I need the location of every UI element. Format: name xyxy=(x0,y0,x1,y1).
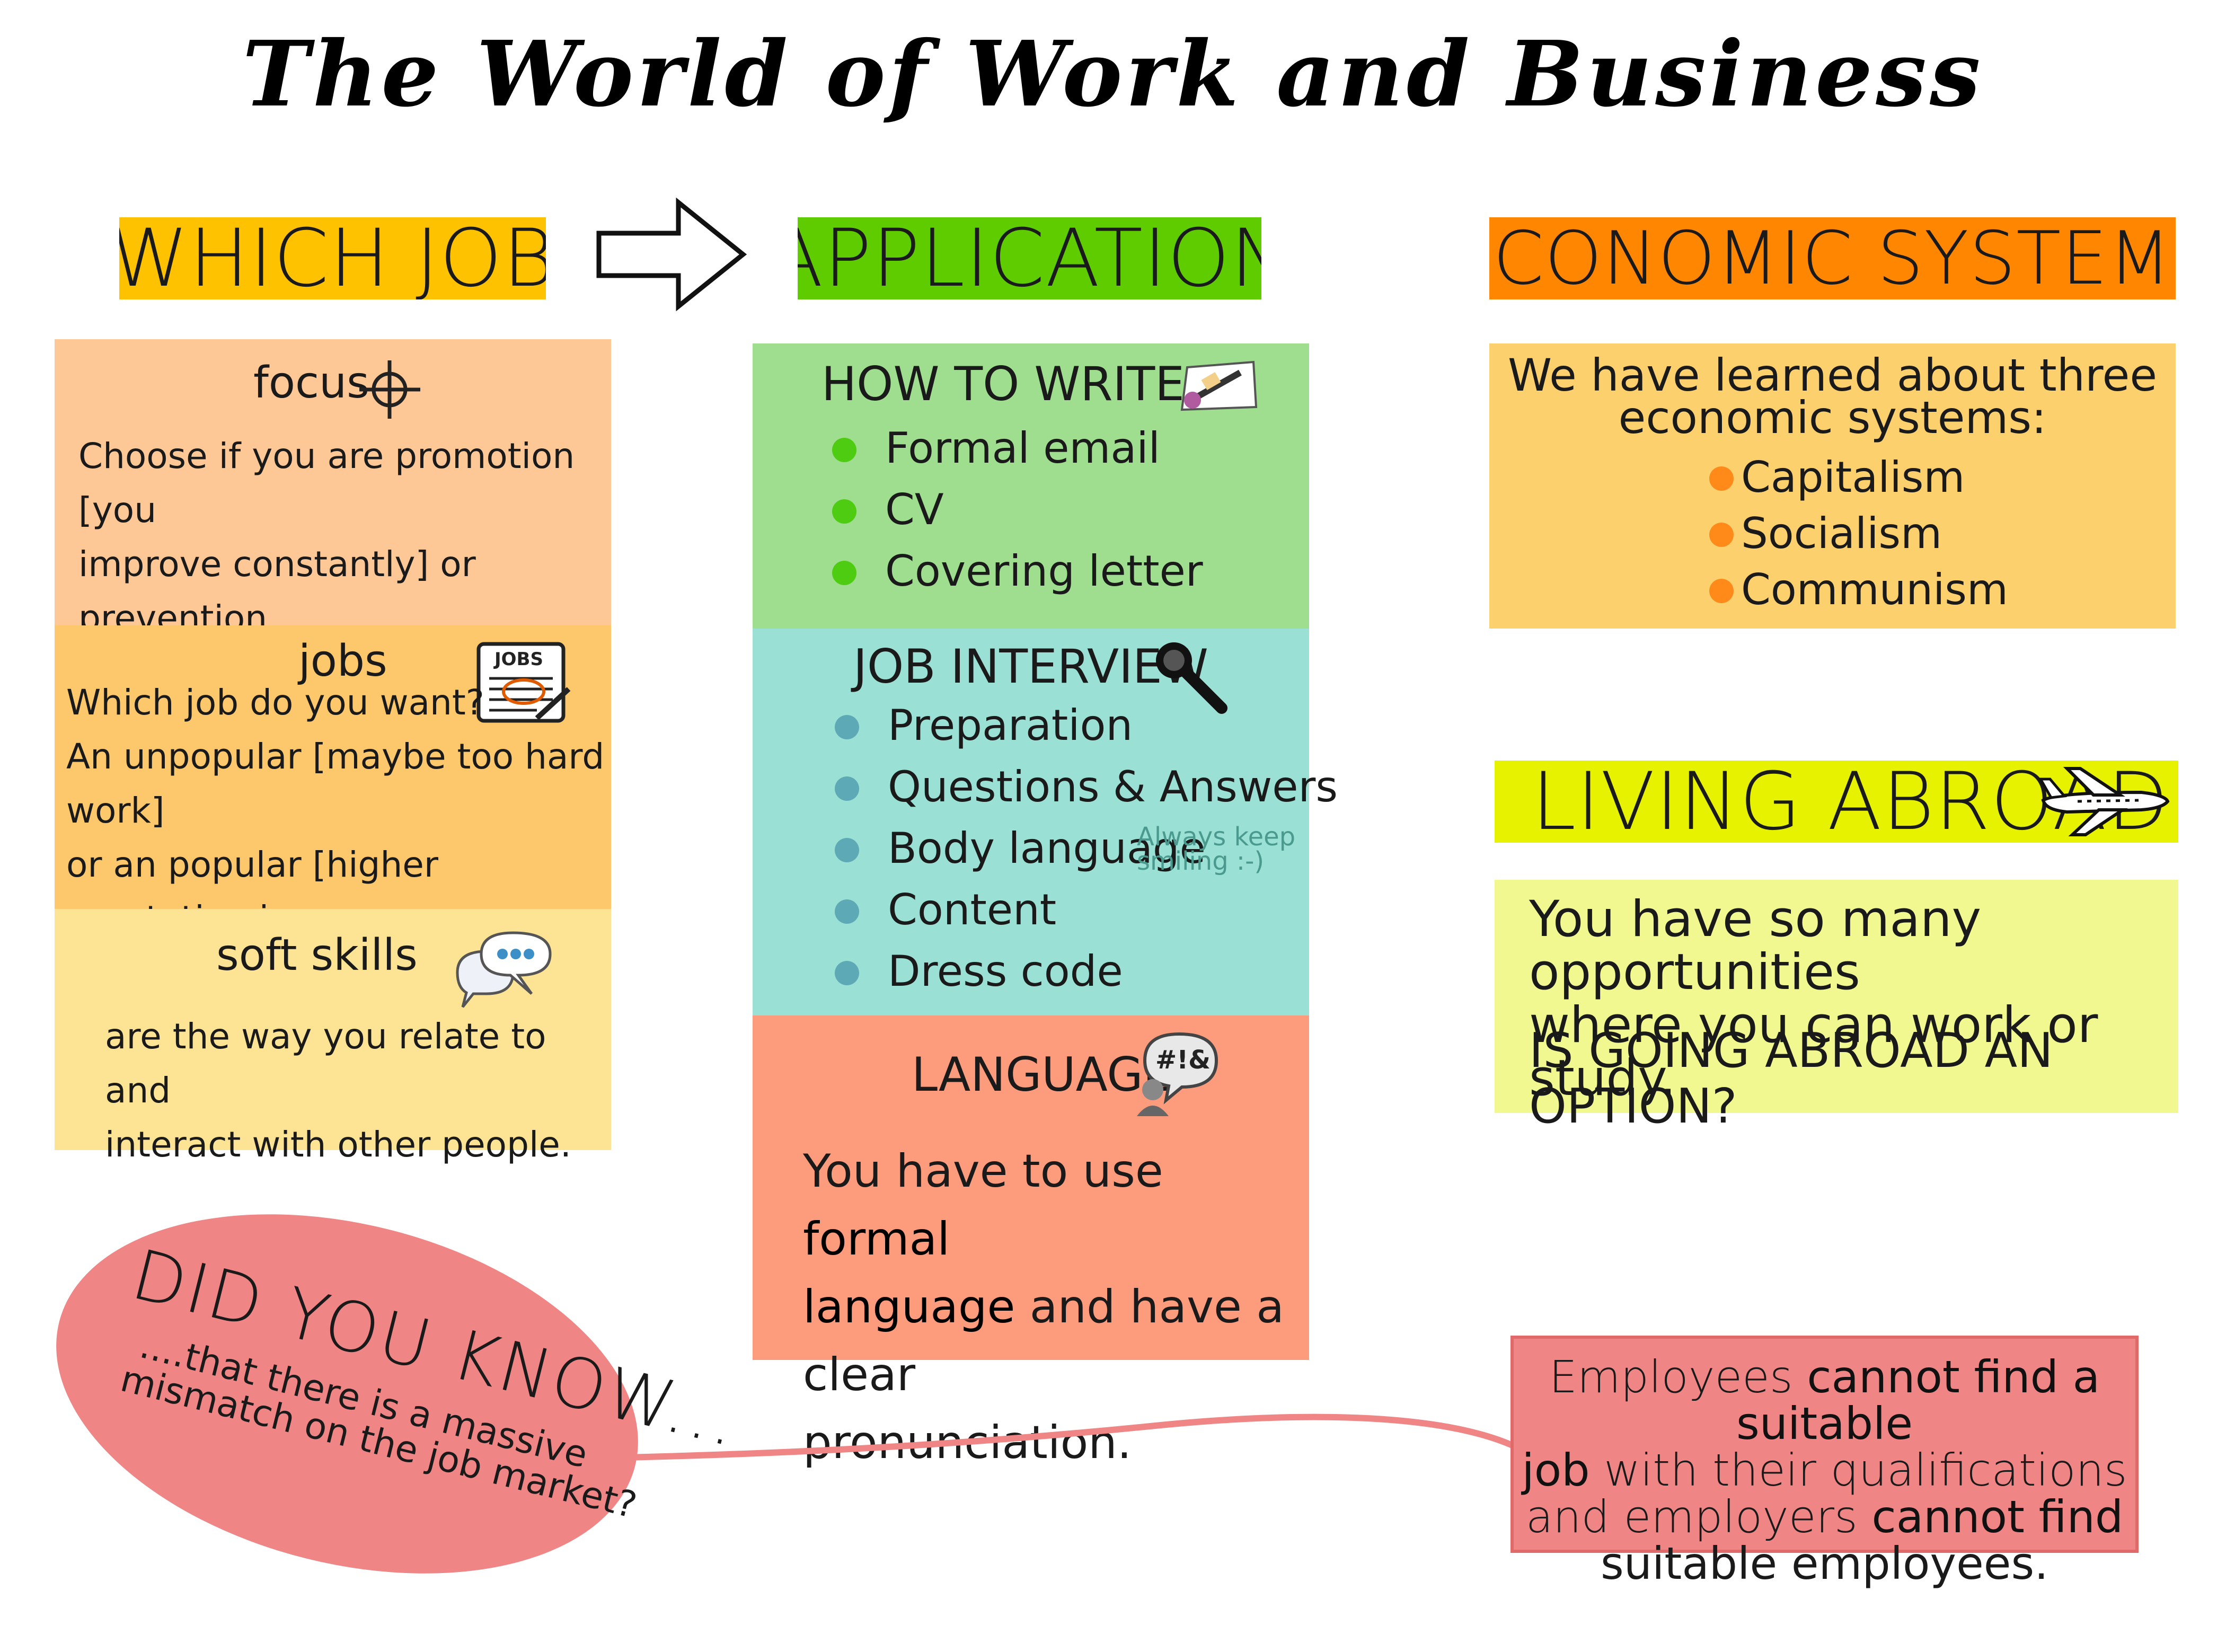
page-title: The World of Work and Business xyxy=(242,21,1984,127)
language-title: LANGUAGE xyxy=(912,1047,1173,1102)
which-job-header: WHICH JOB xyxy=(119,217,546,299)
airplane-icon xyxy=(2038,767,2170,836)
jobs-title: jobs xyxy=(298,636,387,686)
arrow-right-icon xyxy=(596,197,747,312)
smile-note: Always keep smiling :-) xyxy=(1137,822,1296,876)
living-abroad-question: IS GOING ABROAD AN OPTION? xyxy=(1529,1023,2053,1134)
pen-paper-icon xyxy=(1180,360,1258,411)
how-to-write-panel: HOW TO WRITE ... Formal email CV Coverin… xyxy=(753,343,1309,629)
list-item: Communism xyxy=(1709,562,2008,618)
list-item: CV xyxy=(832,479,1203,541)
job-interview-list: Preparation Questions & Answers Body lan… xyxy=(835,695,1338,1002)
how-to-write-list: Formal email CV Covering letter xyxy=(832,418,1203,602)
living-abroad-text: You have so many opportunities where you… xyxy=(1529,890,2098,1107)
list-item: Covering letter xyxy=(832,541,1203,602)
list-item: Content xyxy=(835,879,1338,941)
crosshair-icon xyxy=(359,360,420,419)
soft-skills-title: soft skills xyxy=(216,930,418,980)
list-item: Capitalism xyxy=(1709,449,2008,506)
job-interview-title: JOB INTERVIEW xyxy=(853,639,1208,694)
speech-symbols-icon: #!& xyxy=(1137,1032,1218,1116)
how-to-write-title: HOW TO WRITE ... xyxy=(822,357,1244,411)
svg-text:JOBS: JOBS xyxy=(493,649,543,670)
microphone-icon xyxy=(1156,642,1227,714)
list-item: Preparation xyxy=(835,695,1338,756)
economic-intro: We have learned about three economic sys… xyxy=(1507,349,2158,444)
mismatch-box: Employees cannot find a suitable job wit… xyxy=(1510,1336,2139,1587)
list-item: Dress code xyxy=(835,941,1338,1002)
soft-skills-text: are the way you relate to and interact w… xyxy=(105,1016,571,1165)
economic-systems-panel: We have learned about three economic sys… xyxy=(1489,343,2176,629)
living-abroad-panel: You have so many opportunities where you… xyxy=(1495,880,2178,1134)
language-panel: LANGUAGE #!& You have to use formal lang… xyxy=(753,1015,1309,1469)
jobs-panel: jobs JOBS Which job do you want? An unpo… xyxy=(55,625,611,993)
list-item: Socialism xyxy=(1709,506,2008,562)
application-header: APPLICATION xyxy=(798,217,1261,299)
list-item: Body language xyxy=(835,818,1338,879)
list-item: Questions & Answers xyxy=(835,756,1338,818)
newspaper-icon: JOBS xyxy=(476,642,571,723)
economic-systems-list: Capitalism Socialism Communism xyxy=(1709,449,2008,618)
chat-bubbles-icon xyxy=(456,931,552,1008)
focus-panel: focus Choose if you are promotion [you i… xyxy=(55,339,611,693)
language-text: You have to use formal language and have… xyxy=(803,1145,1284,1469)
economic-systems-header: ECONOMIC SYSTEMS xyxy=(1489,217,2176,299)
list-item: Formal email xyxy=(832,418,1203,479)
focus-title: focus xyxy=(253,358,369,408)
job-interview-panel: JOB INTERVIEW Preparation Questions & An… xyxy=(753,629,1338,1015)
svg-text:#!&: #!& xyxy=(1155,1045,1211,1075)
connector-line xyxy=(625,1414,1517,1461)
soft-skills-panel: soft skills are the way you relate to an… xyxy=(55,909,611,1165)
did-you-know-bubble: DID YOU KNOW... ....that there is a mass… xyxy=(18,1158,747,1630)
